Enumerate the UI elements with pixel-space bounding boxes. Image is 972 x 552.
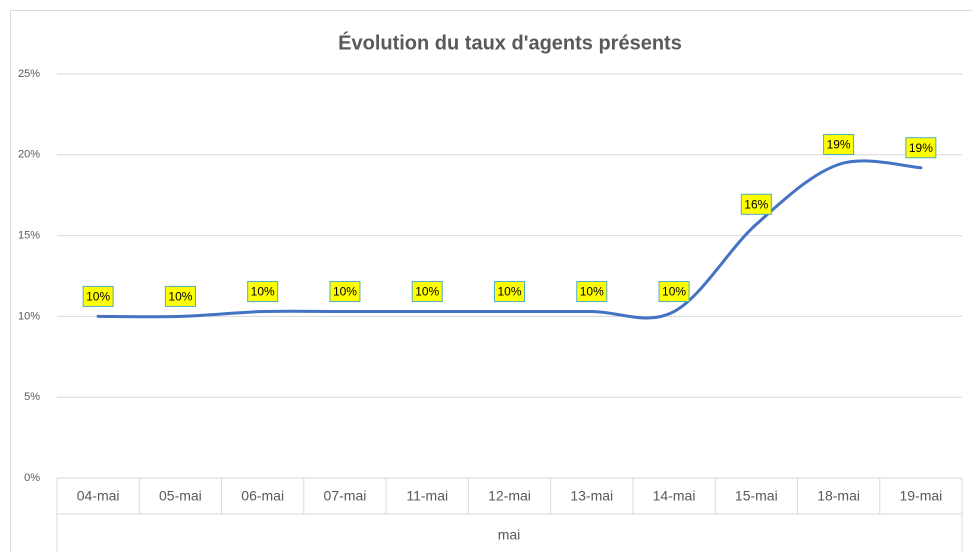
x-tick-label: 13-mai xyxy=(570,488,613,504)
value-label: 10% xyxy=(86,290,110,304)
value-label-box xyxy=(329,281,361,303)
value-label: 10% xyxy=(415,285,439,299)
y-tick-label: 20% xyxy=(18,149,40,161)
value-label: 10% xyxy=(497,285,521,299)
value-label: 10% xyxy=(168,290,192,304)
x-tick-label: 14-mai xyxy=(653,488,696,504)
x-tick-label: 15-mai xyxy=(735,488,778,504)
x-tick-label: 12-mai xyxy=(488,488,531,504)
value-label-box xyxy=(164,285,196,307)
value-label-box xyxy=(905,137,937,159)
value-label-box xyxy=(740,193,772,215)
chart-border xyxy=(10,10,972,552)
value-label: 10% xyxy=(662,285,686,299)
y-tick-label: 10% xyxy=(18,310,40,322)
value-label: 10% xyxy=(333,285,357,299)
value-label-box xyxy=(82,285,114,307)
value-label-box xyxy=(247,281,279,303)
x-tick-label: 07-mai xyxy=(324,488,367,504)
value-label-box xyxy=(658,281,690,303)
x-tick-label: 04-mai xyxy=(77,488,120,504)
x-tick-label: 06-mai xyxy=(241,488,284,504)
chart-title: Évolution du taux d'agents présents xyxy=(338,31,682,54)
series-line xyxy=(96,159,923,320)
x-tick-label: 11-mai xyxy=(406,488,448,504)
y-tick-label: 5% xyxy=(24,391,40,403)
value-label: 10% xyxy=(251,285,275,299)
value-label: 16% xyxy=(744,197,768,211)
value-label: 10% xyxy=(580,285,604,299)
value-label: 19% xyxy=(827,138,851,152)
x-tick-label: 19-mai xyxy=(899,488,942,504)
value-label-box xyxy=(823,133,855,155)
x-group-label: mai xyxy=(498,527,521,543)
y-tick-label: 25% xyxy=(18,68,40,80)
y-tick-label: 15% xyxy=(18,230,40,242)
value-label-box xyxy=(411,281,443,303)
x-tick-label: 18-mai xyxy=(817,488,860,504)
value-label-box xyxy=(576,281,608,303)
y-tick-label: 0% xyxy=(24,472,40,484)
value-label: 19% xyxy=(909,141,933,155)
value-label-box xyxy=(494,281,525,303)
x-tick-label: 05-mai xyxy=(159,488,202,504)
